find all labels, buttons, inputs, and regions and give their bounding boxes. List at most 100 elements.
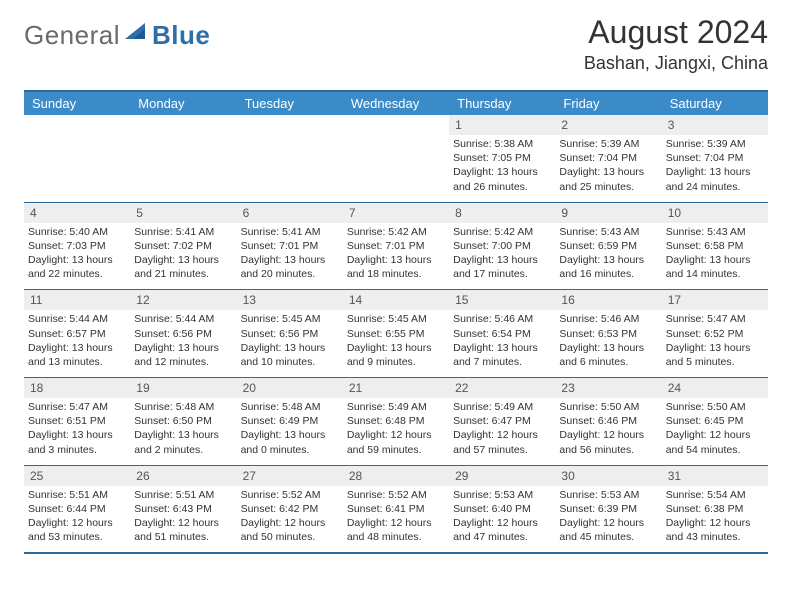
- calendar-week-row: 11Sunrise: 5:44 AMSunset: 6:57 PMDayligh…: [24, 290, 768, 378]
- daylight-line: Daylight: 13 hours and 6 minutes.: [559, 341, 657, 369]
- logo-triangle-icon: [125, 21, 149, 46]
- calendar-day-cell: 29Sunrise: 5:53 AMSunset: 6:40 PMDayligh…: [449, 465, 555, 553]
- daylight-line: Daylight: 13 hours and 13 minutes.: [28, 341, 126, 369]
- daylight-line: Daylight: 12 hours and 47 minutes.: [453, 516, 551, 544]
- day-body: Sunrise: 5:54 AMSunset: 6:38 PMDaylight:…: [662, 486, 768, 553]
- daylight-line: Daylight: 13 hours and 5 minutes.: [666, 341, 764, 369]
- sunrise-line: Sunrise: 5:39 AM: [559, 137, 657, 151]
- calendar-day-cell: 19Sunrise: 5:48 AMSunset: 6:50 PMDayligh…: [130, 378, 236, 466]
- daylight-line: Daylight: 13 hours and 2 minutes.: [134, 428, 232, 456]
- day-number: 7: [343, 203, 449, 223]
- calendar-day-cell: 21Sunrise: 5:49 AMSunset: 6:48 PMDayligh…: [343, 378, 449, 466]
- calendar-week-row: 4Sunrise: 5:40 AMSunset: 7:03 PMDaylight…: [24, 202, 768, 290]
- day-number: 22: [449, 378, 555, 398]
- sunset-line: Sunset: 7:00 PM: [453, 239, 551, 253]
- day-body: Sunrise: 5:43 AMSunset: 6:59 PMDaylight:…: [555, 223, 661, 290]
- daylight-line: Daylight: 13 hours and 24 minutes.: [666, 165, 764, 193]
- daylight-line: Daylight: 13 hours and 22 minutes.: [28, 253, 126, 281]
- logo-general: General: [24, 20, 120, 51]
- day-number: 1: [449, 115, 555, 135]
- day-number: 12: [130, 290, 236, 310]
- daylight-line: Daylight: 13 hours and 9 minutes.: [347, 341, 445, 369]
- sunrise-line: Sunrise: 5:39 AM: [666, 137, 764, 151]
- sunrise-line: Sunrise: 5:53 AM: [453, 488, 551, 502]
- sunrise-line: Sunrise: 5:38 AM: [453, 137, 551, 151]
- calendar-table: SundayMondayTuesdayWednesdayThursdayFrid…: [24, 90, 768, 554]
- sunrise-line: Sunrise: 5:47 AM: [28, 400, 126, 414]
- day-number: 27: [237, 466, 343, 486]
- calendar-day-cell: ..: [343, 115, 449, 202]
- sunrise-line: Sunrise: 5:40 AM: [28, 225, 126, 239]
- calendar-day-cell: 26Sunrise: 5:51 AMSunset: 6:43 PMDayligh…: [130, 465, 236, 553]
- day-body: Sunrise: 5:49 AMSunset: 6:48 PMDaylight:…: [343, 398, 449, 465]
- daylight-line: Daylight: 13 hours and 17 minutes.: [453, 253, 551, 281]
- day-number: 5: [130, 203, 236, 223]
- day-body: Sunrise: 5:47 AMSunset: 6:52 PMDaylight:…: [662, 310, 768, 377]
- daylight-line: Daylight: 13 hours and 12 minutes.: [134, 341, 232, 369]
- sunrise-line: Sunrise: 5:42 AM: [453, 225, 551, 239]
- weekday-header: Wednesday: [343, 91, 449, 115]
- calendar-week-row: ........1Sunrise: 5:38 AMSunset: 7:05 PM…: [24, 115, 768, 202]
- day-body: Sunrise: 5:52 AMSunset: 6:41 PMDaylight:…: [343, 486, 449, 553]
- sunrise-line: Sunrise: 5:47 AM: [666, 312, 764, 326]
- weekday-header: Sunday: [24, 91, 130, 115]
- sunset-line: Sunset: 6:42 PM: [241, 502, 339, 516]
- day-number: 26: [130, 466, 236, 486]
- sunrise-line: Sunrise: 5:41 AM: [134, 225, 232, 239]
- sunset-line: Sunset: 6:50 PM: [134, 414, 232, 428]
- calendar-day-cell: 17Sunrise: 5:47 AMSunset: 6:52 PMDayligh…: [662, 290, 768, 378]
- calendar-day-cell: ..: [237, 115, 343, 202]
- day-number: 25: [24, 466, 130, 486]
- daylight-line: Daylight: 13 hours and 3 minutes.: [28, 428, 126, 456]
- calendar-day-cell: 11Sunrise: 5:44 AMSunset: 6:57 PMDayligh…: [24, 290, 130, 378]
- calendar-day-cell: 31Sunrise: 5:54 AMSunset: 6:38 PMDayligh…: [662, 465, 768, 553]
- day-body: Sunrise: 5:53 AMSunset: 6:40 PMDaylight:…: [449, 486, 555, 553]
- day-number: 11: [24, 290, 130, 310]
- calendar-day-cell: 3Sunrise: 5:39 AMSunset: 7:04 PMDaylight…: [662, 115, 768, 202]
- day-body: Sunrise: 5:41 AMSunset: 7:02 PMDaylight:…: [130, 223, 236, 290]
- day-body: Sunrise: 5:45 AMSunset: 6:55 PMDaylight:…: [343, 310, 449, 377]
- calendar-day-cell: 6Sunrise: 5:41 AMSunset: 7:01 PMDaylight…: [237, 202, 343, 290]
- calendar-day-cell: 25Sunrise: 5:51 AMSunset: 6:44 PMDayligh…: [24, 465, 130, 553]
- month-title: August 2024: [584, 14, 768, 51]
- calendar-day-cell: 30Sunrise: 5:53 AMSunset: 6:39 PMDayligh…: [555, 465, 661, 553]
- sunset-line: Sunset: 7:01 PM: [241, 239, 339, 253]
- sunset-line: Sunset: 6:54 PM: [453, 327, 551, 341]
- sunrise-line: Sunrise: 5:46 AM: [453, 312, 551, 326]
- sunset-line: Sunset: 6:59 PM: [559, 239, 657, 253]
- day-body: Sunrise: 5:47 AMSunset: 6:51 PMDaylight:…: [24, 398, 130, 465]
- sunrise-line: Sunrise: 5:54 AM: [666, 488, 764, 502]
- calendar-day-cell: 5Sunrise: 5:41 AMSunset: 7:02 PMDaylight…: [130, 202, 236, 290]
- daylight-line: Daylight: 12 hours and 51 minutes.: [134, 516, 232, 544]
- sunrise-line: Sunrise: 5:53 AM: [559, 488, 657, 502]
- logo: General Blue: [24, 20, 210, 51]
- sunset-line: Sunset: 7:05 PM: [453, 151, 551, 165]
- sunrise-line: Sunrise: 5:42 AM: [347, 225, 445, 239]
- sunrise-line: Sunrise: 5:41 AM: [241, 225, 339, 239]
- calendar-day-cell: 7Sunrise: 5:42 AMSunset: 7:01 PMDaylight…: [343, 202, 449, 290]
- day-number: 4: [24, 203, 130, 223]
- calendar-day-cell: ..: [24, 115, 130, 202]
- day-body: Sunrise: 5:50 AMSunset: 6:46 PMDaylight:…: [555, 398, 661, 465]
- title-block: August 2024 Bashan, Jiangxi, China: [584, 14, 768, 74]
- daylight-line: Daylight: 13 hours and 20 minutes.: [241, 253, 339, 281]
- location: Bashan, Jiangxi, China: [584, 53, 768, 74]
- calendar-day-cell: ..: [130, 115, 236, 202]
- calendar-day-cell: 8Sunrise: 5:42 AMSunset: 7:00 PMDaylight…: [449, 202, 555, 290]
- day-number: 30: [555, 466, 661, 486]
- day-body: Sunrise: 5:48 AMSunset: 6:50 PMDaylight:…: [130, 398, 236, 465]
- day-body: Sunrise: 5:42 AMSunset: 7:00 PMDaylight:…: [449, 223, 555, 290]
- sunrise-line: Sunrise: 5:49 AM: [453, 400, 551, 414]
- calendar-day-cell: 15Sunrise: 5:46 AMSunset: 6:54 PMDayligh…: [449, 290, 555, 378]
- sunset-line: Sunset: 7:03 PM: [28, 239, 126, 253]
- sunrise-line: Sunrise: 5:51 AM: [28, 488, 126, 502]
- sunset-line: Sunset: 6:55 PM: [347, 327, 445, 341]
- sunrise-line: Sunrise: 5:45 AM: [241, 312, 339, 326]
- day-number: 31: [662, 466, 768, 486]
- calendar-week-row: 25Sunrise: 5:51 AMSunset: 6:44 PMDayligh…: [24, 465, 768, 553]
- day-body: Sunrise: 5:53 AMSunset: 6:39 PMDaylight:…: [555, 486, 661, 553]
- weekday-header: Saturday: [662, 91, 768, 115]
- daylight-line: Daylight: 12 hours and 43 minutes.: [666, 516, 764, 544]
- sunset-line: Sunset: 6:53 PM: [559, 327, 657, 341]
- sunset-line: Sunset: 6:38 PM: [666, 502, 764, 516]
